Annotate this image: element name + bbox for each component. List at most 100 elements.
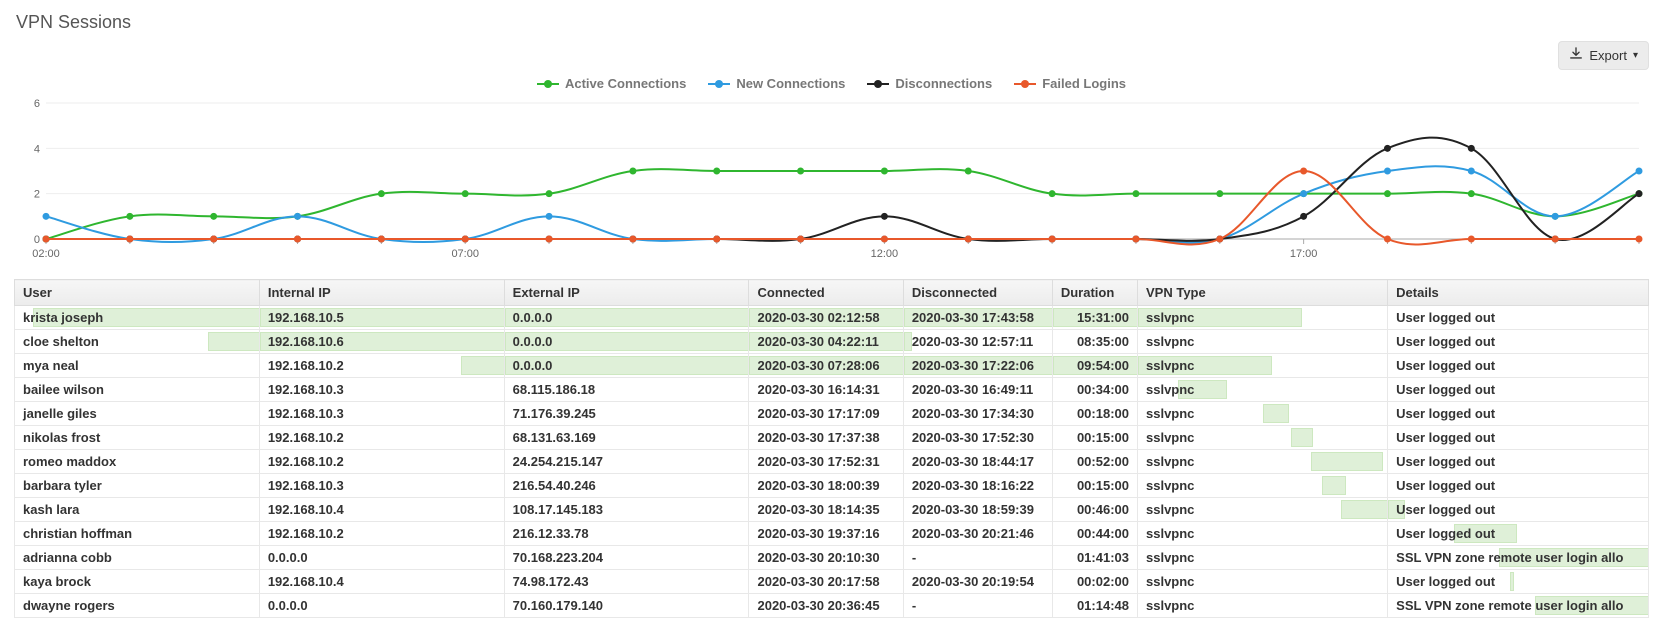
cell-internal_ip: 192.168.10.4	[259, 498, 504, 522]
legend-item[interactable]: Failed Logins	[1014, 76, 1126, 91]
table-row[interactable]: kaya brock192.168.10.474.98.172.432020-0…	[15, 570, 1649, 594]
legend-marker-icon	[867, 79, 889, 89]
cell-disconnected: 2020-03-30 17:22:06	[903, 354, 1052, 378]
col-header-external_ip[interactable]: External IP	[504, 280, 749, 306]
legend-label: Disconnections	[895, 76, 992, 91]
cell-external_ip: 108.17.145.183	[504, 498, 749, 522]
col-header-disconnected[interactable]: Disconnected	[903, 280, 1052, 306]
cell-connected: 2020-03-30 18:00:39	[749, 474, 903, 498]
export-button[interactable]: Export ▾	[1558, 41, 1649, 70]
table-row[interactable]: krista joseph192.168.10.50.0.0.02020-03-…	[15, 306, 1649, 330]
col-header-user[interactable]: User	[15, 280, 260, 306]
cell-details: User logged out	[1388, 402, 1649, 426]
cell-vpn_type: sslvpnc	[1138, 330, 1388, 354]
cell-details: User logged out	[1388, 522, 1649, 546]
col-header-connected[interactable]: Connected	[749, 280, 903, 306]
table-row[interactable]: kash lara192.168.10.4108.17.145.1832020-…	[15, 498, 1649, 522]
legend-item[interactable]: New Connections	[708, 76, 845, 91]
table-row[interactable]: adrianna cobb0.0.0.070.168.223.2042020-0…	[15, 546, 1649, 570]
table-row[interactable]: mya neal192.168.10.20.0.0.02020-03-30 07…	[15, 354, 1649, 378]
col-header-details[interactable]: Details	[1388, 280, 1649, 306]
cell-connected: 2020-03-30 17:52:31	[749, 450, 903, 474]
cell-vpn_type: sslvpnc	[1138, 522, 1388, 546]
cell-vpn_type: sslvpnc	[1138, 354, 1388, 378]
cell-internal_ip: 192.168.10.2	[259, 450, 504, 474]
legend-marker-icon	[537, 79, 559, 89]
cell-vpn_type: sslvpnc	[1138, 498, 1388, 522]
cell-details: User logged out	[1388, 426, 1649, 450]
cell-duration: 09:54:00	[1052, 354, 1137, 378]
cell-user: kaya brock	[15, 570, 260, 594]
svg-text:4: 4	[34, 143, 40, 155]
cell-internal_ip: 192.168.10.3	[259, 378, 504, 402]
cell-external_ip: 74.98.172.43	[504, 570, 749, 594]
export-label: Export	[1589, 48, 1627, 63]
cell-connected: 2020-03-30 20:10:30	[749, 546, 903, 570]
cell-details: User logged out	[1388, 570, 1649, 594]
cell-duration: 15:31:00	[1052, 306, 1137, 330]
cell-connected: 2020-03-30 17:17:09	[749, 402, 903, 426]
cell-external_ip: 68.131.63.169	[504, 426, 749, 450]
cell-disconnected: 2020-03-30 18:59:39	[903, 498, 1052, 522]
cell-user: cloe shelton	[15, 330, 260, 354]
cell-user: adrianna cobb	[15, 546, 260, 570]
cell-user: mya neal	[15, 354, 260, 378]
cell-duration: 00:15:00	[1052, 474, 1137, 498]
cell-details: User logged out	[1388, 330, 1649, 354]
table-row[interactable]: christian hoffman192.168.10.2216.12.33.7…	[15, 522, 1649, 546]
legend-item[interactable]: Disconnections	[867, 76, 992, 91]
cell-duration: 00:02:00	[1052, 570, 1137, 594]
table-row[interactable]: barbara tyler192.168.10.3216.54.40.24620…	[15, 474, 1649, 498]
legend-label: Active Connections	[565, 76, 686, 91]
cell-duration: 00:34:00	[1052, 378, 1137, 402]
col-header-vpn_type[interactable]: VPN Type	[1138, 280, 1388, 306]
cell-disconnected: 2020-03-30 17:43:58	[903, 306, 1052, 330]
cell-vpn_type: sslvpnc	[1138, 570, 1388, 594]
cell-disconnected: 2020-03-30 16:49:11	[903, 378, 1052, 402]
cell-user: barbara tyler	[15, 474, 260, 498]
cell-duration: 01:41:03	[1052, 546, 1137, 570]
cell-internal_ip: 192.168.10.4	[259, 570, 504, 594]
cell-details: SSL VPN zone remote user login allowed	[1388, 594, 1649, 618]
cell-details: User logged out	[1388, 306, 1649, 330]
cell-duration: 00:46:00	[1052, 498, 1137, 522]
cell-vpn_type: sslvpnc	[1138, 426, 1388, 450]
cell-duration: 01:14:48	[1052, 594, 1137, 618]
cell-duration: 00:18:00	[1052, 402, 1137, 426]
cell-details: User logged out	[1388, 498, 1649, 522]
table-row[interactable]: nikolas frost192.168.10.268.131.63.16920…	[15, 426, 1649, 450]
cell-disconnected: 2020-03-30 17:52:30	[903, 426, 1052, 450]
cell-disconnected: -	[903, 594, 1052, 618]
table-row[interactable]: dwayne rogers0.0.0.070.160.179.1402020-0…	[15, 594, 1649, 618]
svg-text:6: 6	[34, 98, 40, 110]
svg-text:07:00: 07:00	[451, 248, 479, 260]
legend-marker-icon	[1014, 79, 1036, 89]
svg-text:12:00: 12:00	[871, 248, 899, 260]
cell-internal_ip: 192.168.10.2	[259, 522, 504, 546]
table-row[interactable]: janelle giles192.168.10.371.176.39.24520…	[15, 402, 1649, 426]
cell-external_ip: 71.176.39.245	[504, 402, 749, 426]
cell-disconnected: 2020-03-30 12:57:11	[903, 330, 1052, 354]
legend-item[interactable]: Active Connections	[537, 76, 686, 91]
table-row[interactable]: bailee wilson192.168.10.368.115.186.1820…	[15, 378, 1649, 402]
cell-internal_ip: 192.168.10.6	[259, 330, 504, 354]
cell-user: romeo maddox	[15, 450, 260, 474]
sessions-table: UserInternal IPExternal IPConnectedDisco…	[14, 279, 1649, 618]
col-header-duration[interactable]: Duration	[1052, 280, 1137, 306]
table-row[interactable]: cloe shelton192.168.10.60.0.0.0 2020-03-3…	[15, 330, 1649, 354]
cell-external_ip: 70.168.223.204	[504, 546, 749, 570]
download-icon	[1569, 47, 1583, 64]
table-row[interactable]: romeo maddox192.168.10.224.254.215.14720…	[15, 450, 1649, 474]
cell-duration: 00:52:00	[1052, 450, 1137, 474]
cell-user: janelle giles	[15, 402, 260, 426]
sessions-chart: 024602:0007:0012:0017:00	[14, 95, 1649, 267]
chart-legend: Active Connections New Connections Disconn…	[14, 76, 1649, 91]
cell-external_ip: 0.0.0.0	[504, 330, 749, 354]
col-header-internal_ip[interactable]: Internal IP	[259, 280, 504, 306]
cell-user: bailee wilson	[15, 378, 260, 402]
cell-user: christian hoffman	[15, 522, 260, 546]
cell-details: User logged out	[1388, 378, 1649, 402]
cell-vpn_type: sslvpnc	[1138, 450, 1388, 474]
svg-text:0: 0	[34, 234, 40, 246]
cell-internal_ip: 192.168.10.3	[259, 474, 504, 498]
